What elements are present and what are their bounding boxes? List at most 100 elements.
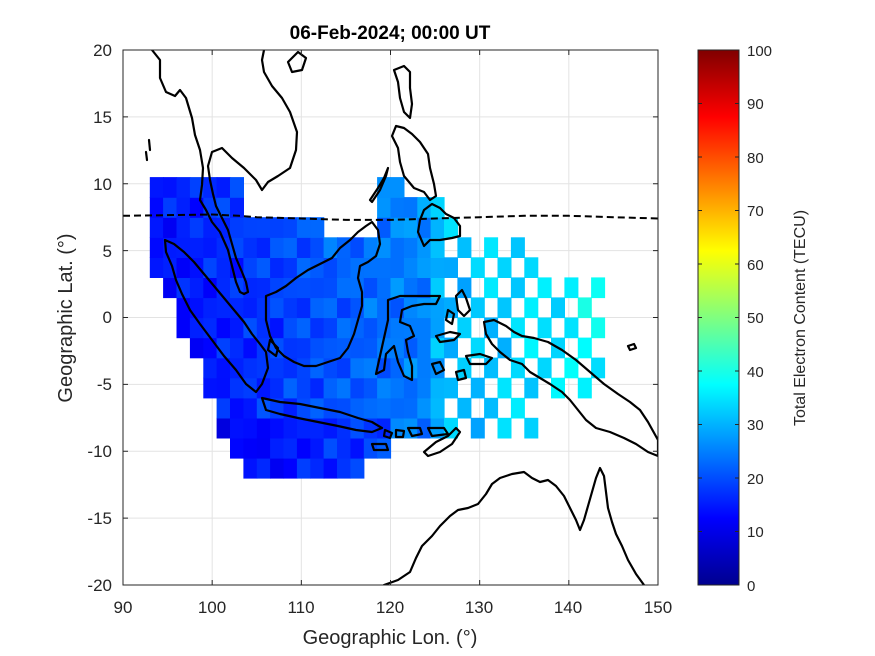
tec-cell [430,237,445,258]
tec-cell [390,257,405,278]
tec-cell [417,377,432,399]
tec-cell [243,437,258,459]
tec-cell [323,337,338,359]
tec-cell [216,317,231,339]
tec-cell [444,377,458,399]
tec-cell [310,237,325,258]
tec-cell [296,417,311,439]
tec-cell [243,297,258,319]
tec-cell [390,337,405,359]
tec-cells [149,177,606,479]
tec-cell [470,297,485,319]
tec-cell [310,217,325,238]
tec-cell [457,277,472,299]
tec-cell [230,297,244,319]
tec-cell [444,217,458,238]
tec-cell [296,377,311,399]
colorbar-tick-label: 90 [747,96,764,113]
tec-cell [377,217,392,238]
tec-cell [230,397,244,419]
tec-cell [470,377,485,399]
tec-cell [591,357,606,379]
tec-cell [296,237,311,258]
tec-cell [363,277,378,299]
tec-cell [283,417,298,439]
tec-cell [243,397,258,419]
tec-cell [430,377,445,399]
tec-cell [337,437,351,459]
chart-title: 06-Feb-2024; 00:00 UT [290,23,491,44]
tec-cell [149,177,164,198]
tec-cell [363,377,378,399]
tec-cell [189,237,204,258]
x-tick-label: 140 [554,598,582,617]
tec-cell [163,217,178,238]
tec-cell [417,397,432,419]
tec-cell [256,397,271,419]
tec-cell [484,357,499,379]
tec-cell [403,257,418,278]
tec-cell [256,437,271,459]
tec-cell [270,237,285,258]
tec-cell [403,197,418,218]
tec-cell [350,357,365,379]
tec-cell [256,257,271,278]
y-tick-label: -10 [87,442,112,461]
tec-cell [390,417,405,439]
tec-cell [457,357,472,379]
tec-cell [256,237,271,258]
tec-cell [497,297,512,319]
y-tick-label: -20 [87,576,112,595]
tec-cell [230,417,244,439]
tec-cell [323,437,338,459]
tec-cell [283,337,298,359]
tec-cell [310,377,325,399]
tec-cell [457,237,472,258]
tec-cell [537,357,552,379]
colorbar: 100 90 80 70 60 50 40 30 20 10 0 Total E… [697,43,809,595]
x-tick-label: 110 [287,598,314,617]
tec-cell [363,337,378,359]
tec-cell [484,237,499,258]
tec-cell [230,357,244,379]
tec-cell [296,397,311,419]
tec-cell [176,257,191,278]
tec-cell [283,297,298,319]
tec-cell [189,277,204,299]
tec-cell [283,217,298,238]
tec-cell [470,337,485,359]
tec-cell [176,177,191,198]
tec-cell [149,197,164,218]
tec-cell [149,257,164,278]
tec-cell [363,237,378,258]
tec-cell [457,397,472,419]
tec-cell [390,237,405,258]
tec-cell [417,297,432,319]
tec-cell [363,297,378,319]
tec-cell [350,337,365,359]
tec-cell [390,397,405,419]
tec-cell [243,217,258,238]
tec-cell [243,457,258,479]
tec-cell [283,457,298,479]
colorbar-label: Total Electron Content (TECU) [792,210,809,426]
tec-cell [163,277,178,299]
tec-cell [537,317,552,339]
tec-cell [203,317,218,339]
tec-cell [350,437,365,459]
tec-cell [497,417,512,439]
tec-cell [524,417,539,439]
tec-cell [230,197,244,218]
tec-cell [484,277,499,299]
tec-cell [337,297,351,319]
tec-cell [203,337,218,359]
tec-cell [417,317,432,339]
tec-cell [216,337,231,359]
tec-cell [203,277,218,299]
tec-cell [203,377,218,399]
tec-cell [216,357,231,379]
tec-cell [390,197,405,218]
tec-cell [283,257,298,278]
tec-cell [377,397,392,419]
tec-cell [350,237,365,258]
